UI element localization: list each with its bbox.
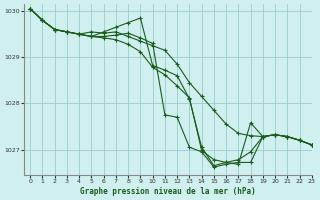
- X-axis label: Graphe pression niveau de la mer (hPa): Graphe pression niveau de la mer (hPa): [80, 187, 256, 196]
